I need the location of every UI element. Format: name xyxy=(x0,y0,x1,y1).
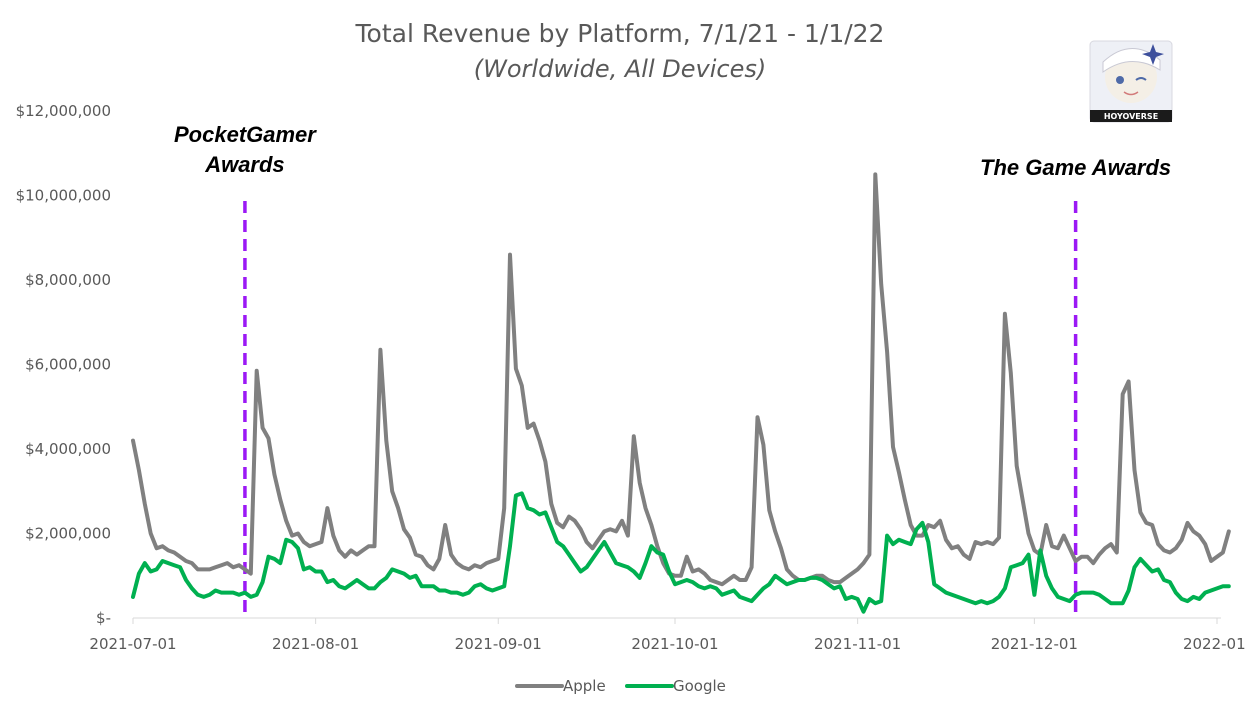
y-tick-label: $2,000,000 xyxy=(25,525,111,543)
legend: Apple Google xyxy=(515,677,726,695)
x-tick-label: 2021-11-01 xyxy=(814,635,901,653)
chart-subtitle: (Worldwide, All Devices) xyxy=(474,55,766,83)
x-tick-label: 2021-07-01 xyxy=(89,635,176,653)
legend-label-apple: Apple xyxy=(563,677,606,695)
y-tick-label: $8,000,000 xyxy=(25,271,111,289)
x-axis: 2021-07-01 2021-08-01 2021-09-01 2021-10-01… xyxy=(89,617,1246,653)
y-axis: $- $2,000,000 $4,000,000 $6,000,000 $8,000,0… xyxy=(16,102,111,627)
annotations: PocketGamer Awards The Game Awards xyxy=(174,122,1171,618)
logo-label: HOYOVERSE xyxy=(1104,112,1158,121)
event-label: The Game Awards xyxy=(980,155,1171,180)
series-line-apple xyxy=(131,172,1231,587)
hoyoverse-logo: HOYOVERSE xyxy=(1089,40,1173,123)
x-tick-label: 2021-10-01 xyxy=(631,635,718,653)
y-tick-label: $10,000,000 xyxy=(16,187,111,205)
event-label: PocketGamer xyxy=(174,122,317,147)
event-label: Awards xyxy=(204,152,284,177)
y-tick-label: $4,000,000 xyxy=(25,440,111,458)
legend-label-google: Google xyxy=(673,677,726,695)
x-tick-label: 2021-09-01 xyxy=(455,635,542,653)
x-tick-label: 2021-08-01 xyxy=(272,635,359,653)
x-tick-label: 2021-12-01 xyxy=(991,635,1078,653)
y-tick-label: $- xyxy=(96,609,111,627)
y-tick-label: $12,000,000 xyxy=(16,102,111,120)
series-lines xyxy=(131,172,1231,614)
y-tick-label: $6,000,000 xyxy=(25,356,111,374)
chart-title: Total Revenue by Platform, 7/1/21 - 1/1/… xyxy=(355,19,885,48)
series-line-google xyxy=(131,491,1231,614)
x-tick-label: 2022-01- xyxy=(1183,635,1246,653)
